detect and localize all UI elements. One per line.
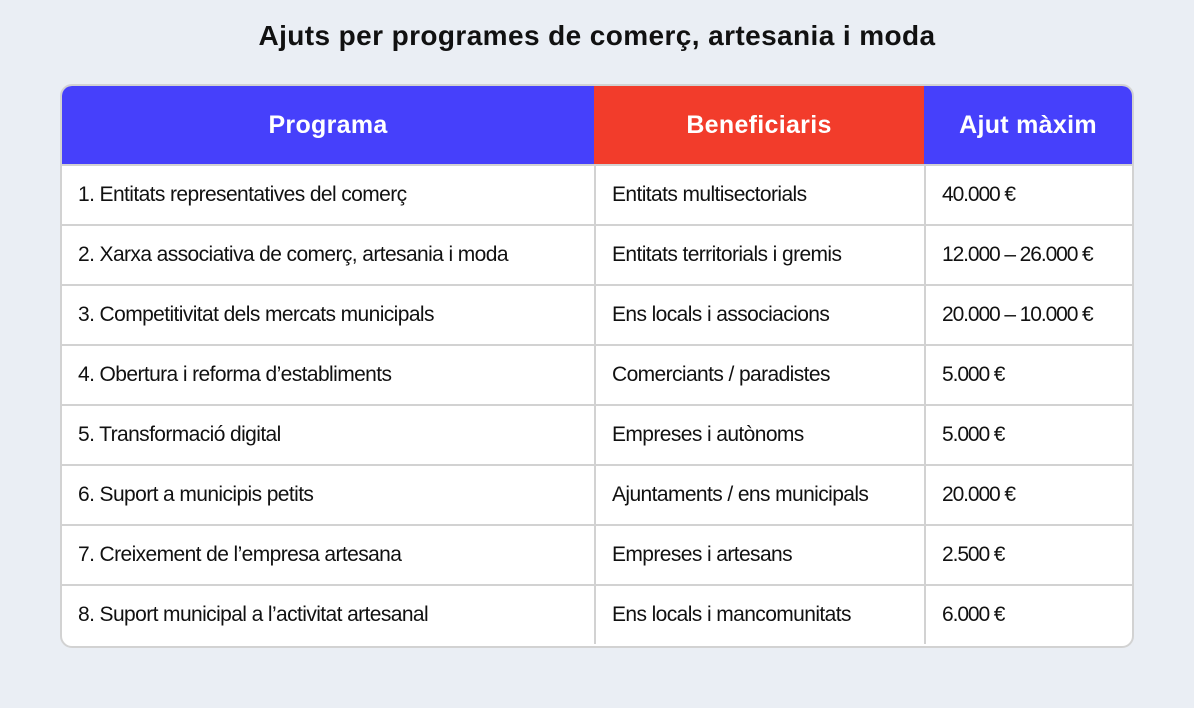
cell-ajut-maxim: 40.000 €: [924, 166, 1132, 224]
cell-ajut-maxim: 20.000 – 10.000 €: [924, 286, 1132, 344]
cell-beneficiaris: Ens locals i associacions: [594, 286, 924, 344]
cell-ajut-maxim: 5.000 €: [924, 406, 1132, 464]
cell-programa: 7. Creixement de l’empresa artesana: [78, 543, 402, 566]
cell-programa: 6. Suport a municipis petits: [78, 483, 314, 506]
table-row: 1. Entitats representatives del comerç E…: [62, 164, 1132, 224]
cell-beneficiaris: Ens locals i mancomunitats: [594, 586, 924, 644]
table-row: 7. Creixement de l’empresa artesana Empr…: [62, 524, 1132, 584]
cell-programa: 1. Entitats representatives del comerç: [78, 183, 407, 206]
cell-ajut-maxim: 5.000 €: [924, 346, 1132, 404]
cell-programa: 8. Suport municipal a l’activitat artesa…: [78, 603, 429, 626]
cell-ajut-maxim: 20.000 €: [924, 466, 1132, 524]
header-ajut-maxim: Ajut màxim: [924, 86, 1132, 164]
cell-ajut-maxim: 2.500 €: [924, 526, 1132, 584]
header-beneficiaris: Beneficiaris: [594, 86, 924, 164]
cell-beneficiaris: Empreses i artesans: [594, 526, 924, 584]
cell-beneficiaris: Empreses i autònoms: [594, 406, 924, 464]
programs-table: Programa Beneficiaris Ajut màxim 1. Enti…: [60, 84, 1134, 648]
cell-programa: 4. Obertura i reforma d’establiments: [78, 363, 392, 386]
table-row: 4. Obertura i reforma d’establiments Com…: [62, 344, 1132, 404]
page-title: Ajuts per programes de comerç, artesania…: [258, 20, 936, 51]
table-row: 3. Competitivitat dels mercats municipal…: [62, 284, 1132, 344]
cell-ajut-maxim: 6.000 €: [924, 586, 1132, 644]
cell-programa: 2. Xarxa associativa de comerç, artesani…: [78, 243, 509, 266]
cell-programa: 3. Competitivitat dels mercats municipal…: [78, 303, 434, 326]
header-programa: Programa: [62, 86, 594, 164]
cell-beneficiaris: Entitats territorials i gremis: [594, 226, 924, 284]
cell-beneficiaris: Ajuntaments / ens municipals: [594, 466, 924, 524]
table-row: 8. Suport municipal a l’activitat artesa…: [62, 584, 1132, 644]
table-header-row: Programa Beneficiaris Ajut màxim: [62, 86, 1132, 164]
table-row: 5. Transformació digital Empreses i autò…: [62, 404, 1132, 464]
table-row: 6. Suport a municipis petits Ajuntaments…: [62, 464, 1132, 524]
table-row: 2. Xarxa associativa de comerç, artesani…: [62, 224, 1132, 284]
cell-beneficiaris: Entitats multisectorials: [594, 166, 924, 224]
cell-ajut-maxim: 12.000 – 26.000 €: [924, 226, 1132, 284]
cell-beneficiaris: Comerciants / paradistes: [594, 346, 924, 404]
cell-programa: 5. Transformació digital: [78, 423, 281, 446]
